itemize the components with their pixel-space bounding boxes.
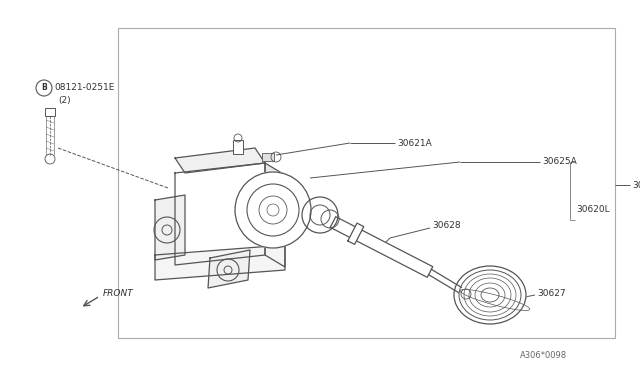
Text: 30621A: 30621A <box>397 138 432 148</box>
Bar <box>262 153 274 161</box>
Polygon shape <box>155 245 285 280</box>
Polygon shape <box>155 195 185 260</box>
Text: 30628: 30628 <box>432 221 461 231</box>
Text: (2): (2) <box>58 96 70 105</box>
Polygon shape <box>265 163 285 267</box>
Text: A306*0098: A306*0098 <box>520 350 567 359</box>
Bar <box>233 140 243 154</box>
Circle shape <box>302 197 338 233</box>
Circle shape <box>235 172 311 248</box>
Text: 30620L: 30620L <box>576 205 610 215</box>
Text: 30627: 30627 <box>537 289 566 298</box>
Bar <box>45 108 55 116</box>
Text: 30620: 30620 <box>632 180 640 189</box>
Polygon shape <box>175 163 265 265</box>
Text: FRONT: FRONT <box>103 289 134 298</box>
Bar <box>118 28 615 338</box>
Polygon shape <box>208 250 250 288</box>
Polygon shape <box>175 148 265 173</box>
Text: 30625A: 30625A <box>542 157 577 167</box>
Text: 08121-0251E: 08121-0251E <box>54 83 115 93</box>
Text: B: B <box>41 83 47 93</box>
Ellipse shape <box>454 266 526 324</box>
Polygon shape <box>348 223 364 244</box>
Polygon shape <box>330 217 433 278</box>
